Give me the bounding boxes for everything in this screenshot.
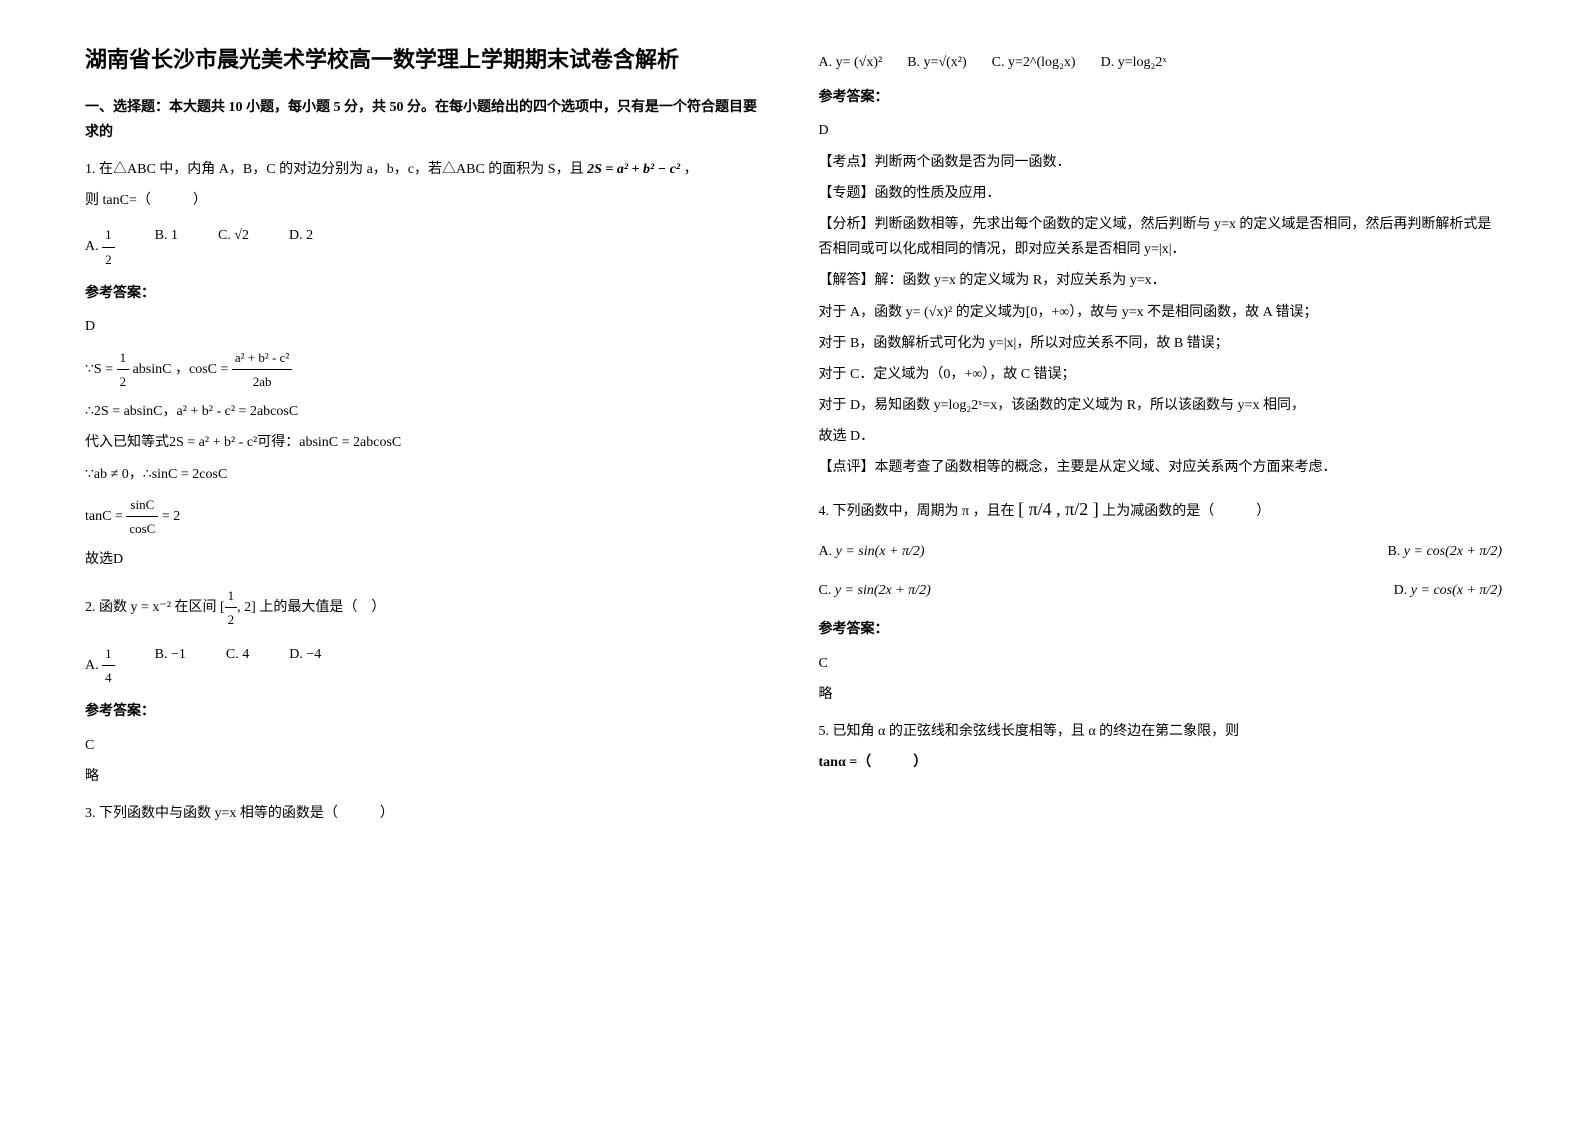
q3-analysis: 【分析】判断函数相等，先求出每个函数的定义域，然后判断与 y=x 的定义域是否相… — [819, 212, 1503, 262]
q4-ans-label: 参考答案： — [819, 617, 1503, 642]
doc-title: 湖南省长沙市晨光美术学校高一数学理上学期期末试卷含解析 — [85, 40, 769, 80]
q2-optB: B. −1 — [155, 642, 186, 690]
q3-optA: A. y= (√x)² — [819, 50, 883, 75]
q3-stem: 3. 下列函数中与函数 y=x 相等的函数是（ ） — [85, 801, 769, 826]
q3-point: 【考点】判断两个函数是否为同一函数． — [819, 150, 1503, 175]
q2-stem: 2. 函数 y = x⁻² 在区间 — [85, 600, 216, 615]
left-column: 湖南省长沙市晨光美术学校高一数学理上学期期末试卷含解析 一、选择题：本大题共 1… — [60, 40, 794, 1082]
question-4: 4. 下列函数中，周期为 π ，且在 [ π/4 , π/2 ] 上为减函数的是… — [819, 493, 1503, 707]
q2-sol: 略 — [85, 764, 769, 789]
q4-row2: C. y = sin(2x + π/2) D. y = cos(x + π/2) — [819, 578, 1503, 603]
q1-optA: A. 1 2 — [85, 223, 115, 271]
q3-optD: D. y=log₂2ˣ — [1101, 50, 1167, 75]
q3-options: A. y= (√x)² B. y=√(x²) C. y=2^(log₂x) D.… — [819, 50, 1503, 75]
q3-optB: B. y=√(x²) — [907, 50, 966, 75]
q4-stem: 4. 下列函数中，周期为 π ，且在 — [819, 504, 1015, 519]
q4-optC: C. y = sin(2x + π/2) — [819, 578, 931, 603]
q3-solveD2: 故选 D． — [819, 424, 1503, 449]
q1-sol6: 故选D — [85, 547, 769, 572]
q3-solveB: 对于 B，函数解析式可化为 y=|x|，所以对应关系不同，故 B 错误； — [819, 331, 1503, 356]
q4-ans: C — [819, 651, 1503, 676]
q2-optA: A. 1 4 — [85, 642, 115, 690]
q2-optC: C. 4 — [226, 642, 249, 690]
q2-optD: D. −4 — [289, 642, 321, 690]
q4-row1: A. y = sin(x + π/2) B. y = cos(2x + π/2) — [819, 539, 1503, 564]
q3-solveC: 对于 C．定义域为（0，+∞），故 C 错误； — [819, 362, 1503, 387]
q1-stem1: 1. 在△ABC 中，内角 A，B，C 的对边分别为 a，b，c，若△ABC 的… — [85, 162, 584, 177]
q2-ans-label: 参考答案： — [85, 699, 769, 724]
q5-stem2: tanα =（ ） — [819, 750, 1503, 775]
question-5: 5. 已知角 α 的正弦线和余弦线长度相等，且 α 的终边在第二象限，则 tan… — [819, 719, 1503, 775]
q1-ans: D — [85, 314, 769, 339]
q1-math: 2S = a² + b² − c² — [587, 162, 680, 177]
q1-optC: C. √2 — [218, 223, 249, 271]
q1-optB: B. 1 — [155, 223, 178, 271]
q1-sol2: ∴2S = absinC，a² + b² - c² = 2abcosC — [85, 399, 769, 424]
q1-sol4: ∵ab ≠ 0，∴sinC = 2cosC — [85, 462, 769, 487]
q1-optA-frac: 1 2 — [102, 223, 115, 271]
q4-sol: 略 — [819, 682, 1503, 707]
q2-ans: C — [85, 733, 769, 758]
question-2: 2. 函数 y = x⁻² 在区间 [ 1 2 , 2] 上的最大值是（ ） A… — [85, 584, 769, 789]
q4-optB: B. y = cos(2x + π/2) — [1387, 539, 1502, 564]
q4-range: [ π/4 , π/2 ] — [1018, 499, 1099, 519]
q4-optA: A. y = sin(x + π/2) — [819, 539, 925, 564]
q2-stem2: 上的最大值是（ ） — [259, 600, 385, 615]
q4-optD: D. y = cos(x + π/2) — [1394, 578, 1502, 603]
q1-optD: D. 2 — [289, 223, 313, 271]
q2-options: A. 1 4 B. −1 C. 4 D. −4 — [85, 642, 769, 690]
q1-sol3: 代入已知等式2S = a² + b² - c²可得：absinC = 2abco… — [85, 430, 769, 455]
q1-sol5: tanC = sinC cosC = 2 — [85, 493, 769, 541]
right-column: A. y= (√x)² B. y=√(x²) C. y=2^(log₂x) D.… — [794, 40, 1528, 1082]
q3-solveD: 对于 D，易知函数 y=log₂2ˣ=x，该函数的定义域为 R，所以该函数与 y… — [819, 393, 1503, 418]
q3-ans: D — [819, 118, 1503, 143]
q5-stem: 5. 已知角 α 的正弦线和余弦线长度相等，且 α 的终边在第二象限，则 — [819, 719, 1503, 744]
q3-topic: 【专题】函数的性质及应用． — [819, 181, 1503, 206]
q3-comment: 【点评】本题考查了函数相等的概念，主要是从定义域、对应关系两个方面来考虑． — [819, 455, 1503, 480]
q1-stem2: 则 tanC=（ ） — [85, 188, 769, 213]
q1-options: A. 1 2 B. 1 C. √2 D. 2 — [85, 223, 769, 271]
q1-sol1: ∵S = 12 absinC ，cosC = a² + b² - c² 2ab — [85, 346, 769, 394]
question-1: 1. 在△ABC 中，内角 A，B，C 的对边分别为 a，b，c，若△ABC 的… — [85, 157, 769, 572]
q1-stem1b: ， — [684, 162, 698, 177]
q3-optC: C. y=2^(log₂x) — [992, 50, 1076, 75]
q3-solveA: 对于 A，函数 y= (√x)² 的定义域为[0，+∞），故与 y=x 不是相同… — [819, 300, 1503, 325]
section1-title: 一、选择题：本大题共 10 小题，每小题 5 分，共 50 分。在每小题给出的四… — [85, 95, 769, 145]
q1-ans-label: 参考答案： — [85, 281, 769, 306]
q4-stem2: 上为减函数的是（ ） — [1102, 504, 1270, 519]
q3-solve: 【解答】解：函数 y=x 的定义域为 R，对应关系为 y=x． — [819, 268, 1503, 293]
q3-ans-label: 参考答案： — [819, 85, 1503, 110]
question-3-stem: 3. 下列函数中与函数 y=x 相等的函数是（ ） — [85, 801, 769, 826]
